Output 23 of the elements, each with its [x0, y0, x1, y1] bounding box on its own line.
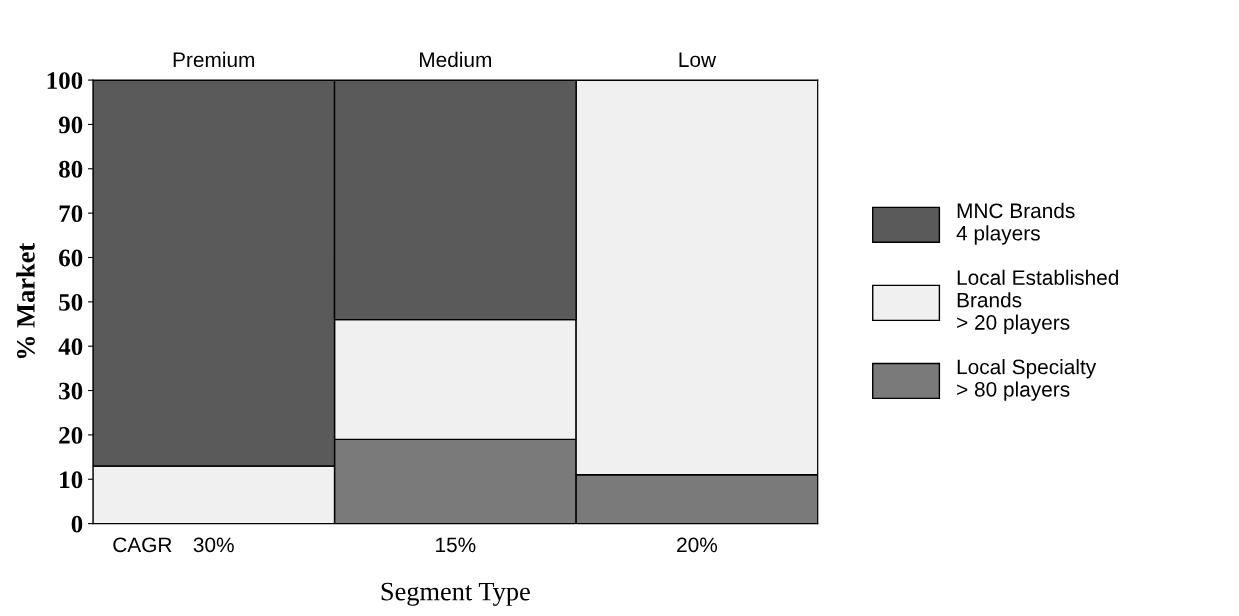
text: CAGR — [113, 537, 172, 553]
y-tick-label: 80 — [59, 160, 83, 178]
y-tick-label: 50 — [59, 293, 83, 311]
x-tick-label: Premium — [173, 51, 255, 68]
y-tick-label: 60 — [59, 249, 83, 267]
y-axis-title: % Market — [16, 242, 35, 359]
text: 30% — [193, 537, 234, 553]
y-tick-label: 0 — [71, 515, 83, 533]
legend-label: Local Established Brands > 20 players — [957, 269, 1119, 334]
y-tick-label: 10 — [60, 471, 83, 489]
y-tick-label: 20 — [59, 426, 83, 444]
y-tick-label: 70 — [59, 205, 83, 223]
y-tick-label: 30 — [59, 382, 83, 400]
text: 20% — [677, 537, 718, 553]
y-tick-label: 100 — [47, 72, 83, 89]
legend-label: MNC Brands 4 players — [956, 202, 1075, 245]
y-tick-label: 40 — [58, 338, 83, 356]
x-tick-label: Low — [679, 52, 717, 68]
legend-label: Local Specialty > 80 players — [957, 358, 1097, 401]
x-tick-label: Medium — [420, 51, 492, 68]
text: 15% — [436, 537, 476, 553]
y-tick-label: 90 — [58, 116, 83, 134]
x-axis-title: Segment Type — [381, 582, 530, 606]
